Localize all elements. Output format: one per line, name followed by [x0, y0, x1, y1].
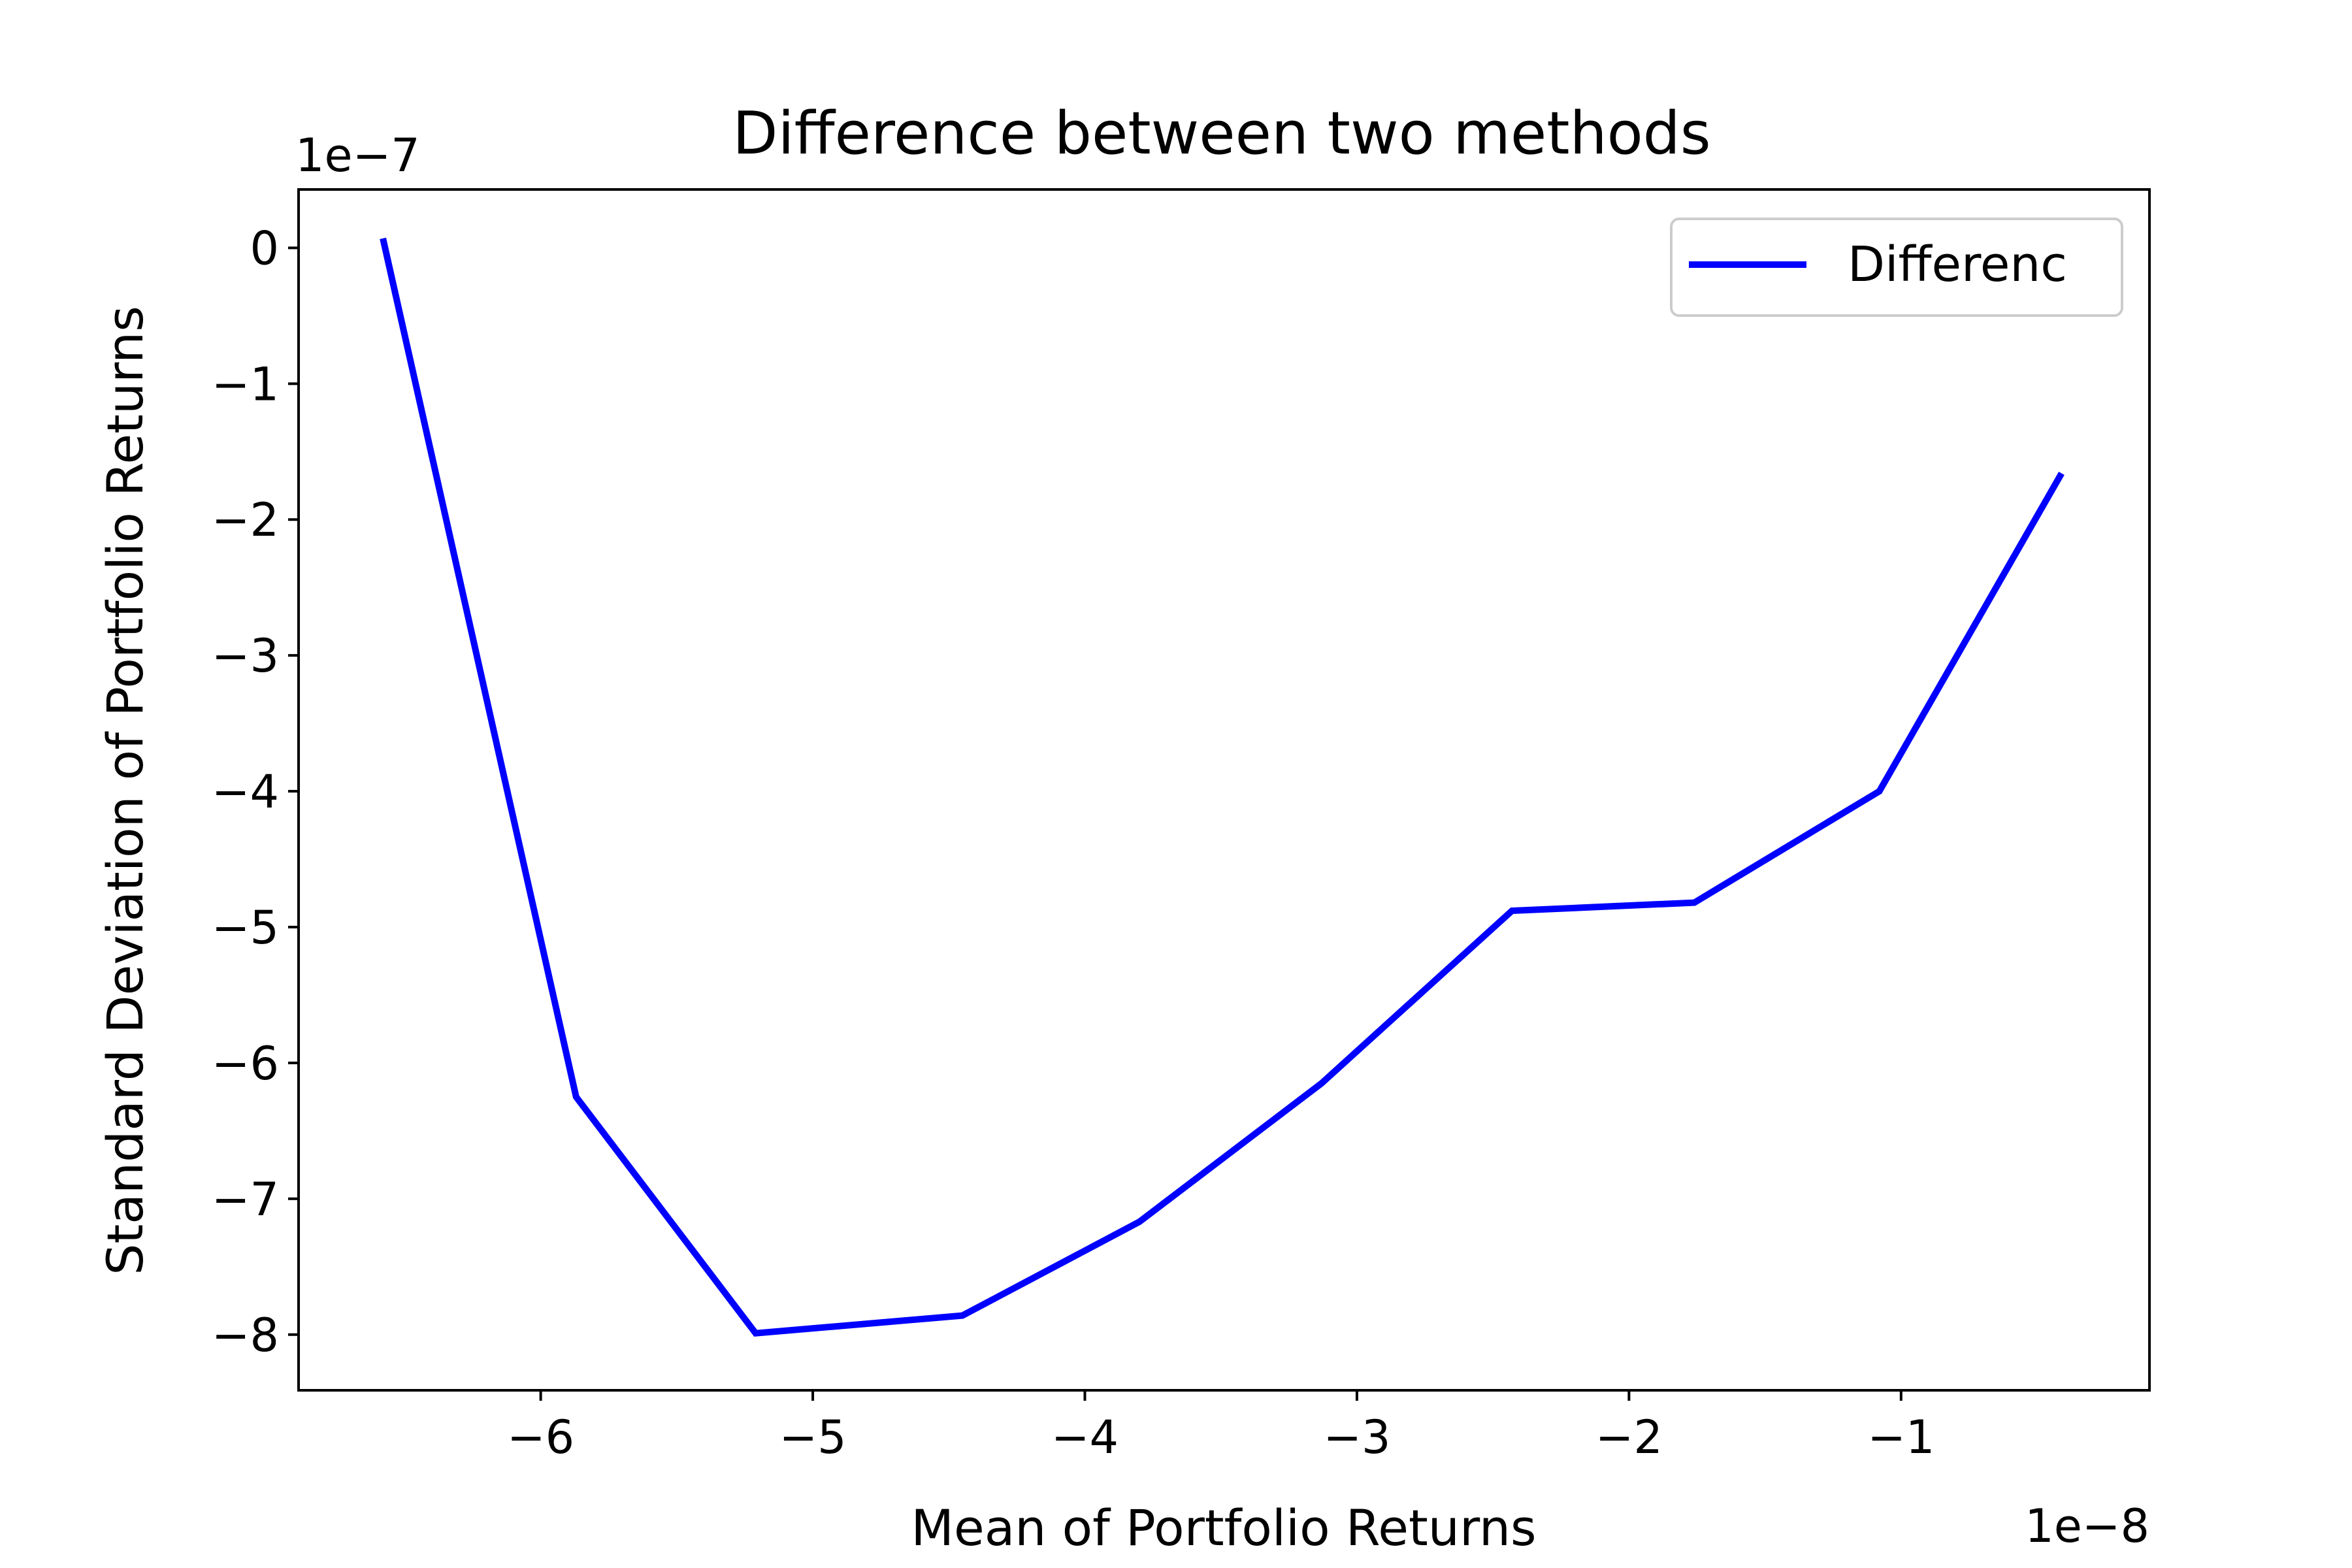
y-tick-label: −6 — [212, 1037, 279, 1090]
y-tick-label: −3 — [212, 629, 279, 683]
series-line-0 — [380, 237, 2065, 1337]
y-axis-ticks: 0 −1 −2 −3 −4 −5 −6 −7 −8 — [212, 221, 299, 1362]
legend-entry-label: Differenc — [1848, 237, 2067, 293]
x-tick-label: −2 — [1595, 1411, 1663, 1464]
y-tick-label: 0 — [250, 221, 279, 275]
y-axis-label: Standard Deviation of Portfolio Returns — [96, 306, 154, 1275]
y-tick-label: −4 — [212, 765, 279, 819]
x-tick-label: −5 — [779, 1411, 846, 1464]
x-axis-offset-text: 1e−8 — [2025, 1499, 2149, 1553]
y-tick-label: −5 — [212, 901, 279, 955]
y-tick-label: −8 — [212, 1309, 279, 1362]
x-axis-label: Mean of Portfolio Returns — [911, 1499, 1536, 1557]
x-axis-ticks: −6 −5 −4 −3 −2 −1 — [507, 1390, 1935, 1464]
chart-title: Difference between two methods — [732, 99, 1710, 168]
y-tick-label: −2 — [212, 493, 279, 547]
legend-box — [1670, 218, 2123, 317]
y-axis-offset-text: 1e−7 — [295, 129, 420, 182]
plot-area-frame — [297, 188, 2151, 1392]
series-layer — [380, 237, 2065, 1337]
x-tick-label: −1 — [1867, 1411, 1935, 1464]
x-tick-label: −3 — [1323, 1411, 1390, 1464]
x-tick-label: −4 — [1051, 1411, 1119, 1464]
legend: Differenc — [1670, 218, 2123, 317]
x-tick-label: −6 — [507, 1411, 574, 1464]
y-tick-label: −7 — [212, 1173, 279, 1226]
y-tick-label: −1 — [212, 357, 279, 411]
